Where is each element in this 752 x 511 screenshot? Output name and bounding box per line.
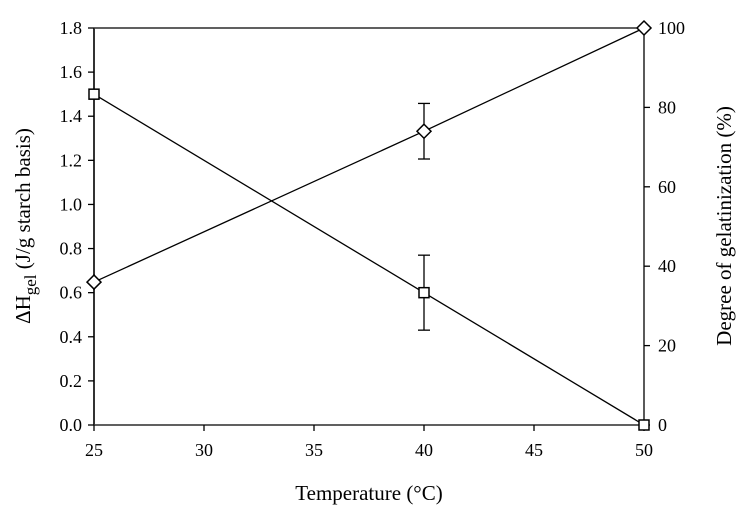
x-tick-label: 35: [305, 440, 323, 460]
x-tick-label: 25: [85, 440, 103, 460]
y2-tick-label: 100: [658, 18, 685, 38]
square-marker: [88, 88, 100, 100]
series-line: [93, 27, 645, 283]
x-tick-label: 45: [525, 440, 543, 460]
y2-tick-label: 0: [658, 415, 667, 435]
y-tick-label: 1.8: [60, 18, 83, 38]
y-tick-label: 1.6: [60, 62, 83, 82]
series-line: [93, 93, 645, 426]
diamond-marker: [415, 123, 433, 140]
y-tick-label: 0.4: [60, 327, 83, 347]
diamond-marker: [85, 274, 103, 291]
y2-tick-label: 60: [658, 177, 676, 197]
diamond-marker: [635, 19, 653, 37]
axes: [88, 27, 650, 431]
y2-axis-label: Degree of gelatinization (%): [712, 106, 736, 346]
square-marker: [638, 419, 650, 431]
y-tick-label: 1.4: [60, 106, 83, 126]
y-tick-label: 0.0: [60, 415, 83, 435]
x-tick-label: 30: [195, 440, 213, 460]
square-marker: [418, 286, 430, 299]
y-tick-label: 1.2: [60, 150, 83, 170]
x-tick-label: 40: [415, 440, 433, 460]
y2-tick-label: 80: [658, 97, 676, 117]
y-tick-label: 1.0: [60, 194, 83, 214]
y2-tick-label: 20: [658, 336, 676, 356]
x-tick-label: 50: [635, 440, 653, 460]
x-axis-label: Temperature (°C): [295, 481, 442, 505]
tick-labels: 0.0 0.2 0.4 0.6 0.8 1.0 1.2 1.4 1.6 1.8 0 20 40 60 80 1…: [60, 18, 686, 460]
plot-series: [85, 19, 653, 431]
y-tick-label: 0.8: [60, 239, 83, 259]
y-axis-label: ΔHgel (J/g starch basis): [11, 128, 40, 324]
y-tick-label: 0.2: [60, 371, 83, 391]
y-tick-label: 0.6: [60, 283, 83, 303]
y2-tick-label: 40: [658, 256, 676, 276]
